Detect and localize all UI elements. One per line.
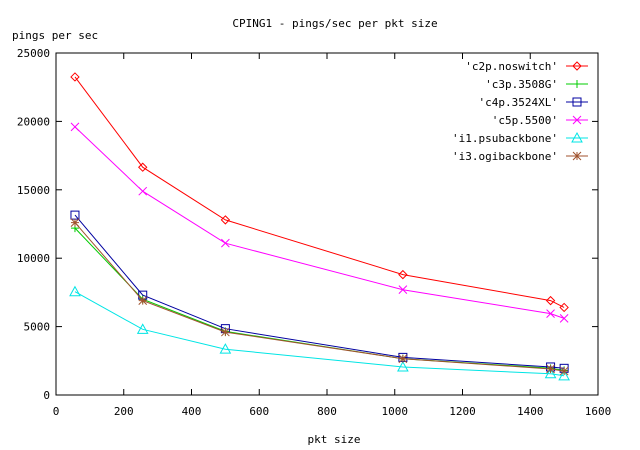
y-tick-label: 10000 [17,252,50,265]
data-point [136,323,149,334]
x-tick-label: 1600 [585,405,612,418]
data-point [221,238,230,248]
data-point [70,72,80,82]
series-1 [70,72,569,313]
legend: 'c2p.noswitch' 'c3p.3508G' 'c4p.3524XL' 'c5… [452,60,588,163]
legend-marker [571,131,583,143]
data-point [558,369,570,381]
legend-entry: 'c3p.3508G' [485,78,588,91]
x-tick-label: 800 [317,405,337,418]
legend-marker [572,115,582,125]
x-axis-label: pkt size [308,433,361,446]
y-axis-label: pings per sec [12,29,98,42]
data-point [544,367,557,379]
legend-marker [572,61,582,71]
series-4 [70,122,569,323]
data-point [221,327,230,337]
x-tick-label: 1400 [517,405,544,418]
data-point [398,354,408,364]
x-tick-label: 1200 [449,405,476,418]
y-tick-label: 5000 [24,321,51,334]
data-point [397,360,409,372]
series-line [74,126,565,319]
data-point [220,215,231,225]
legend-entry: 'i3.ogibackbone' [452,150,588,163]
data-point [138,186,148,196]
legend-entry: 'c2p.noswitch' [465,60,588,73]
chart-title: CPING1 - pings/sec per pkt size [232,17,437,30]
x-tick-label: 0 [53,405,60,418]
y-tick-label: 0 [43,389,50,402]
data-point [398,269,408,280]
legend-marker [572,97,582,107]
data-point [70,122,80,132]
y-tick-label: 20000 [17,115,50,128]
data-point [138,296,148,305]
data-point [219,343,232,354]
legend-label: 'c5p.5500' [492,114,558,127]
legend-label: 'i3.ogibackbone' [452,150,558,163]
axes: 0 200 400 600 800 1000 1200 1400 1600 0 5000 10000 1… [17,47,611,418]
y-tick-label: 15000 [17,184,50,197]
legend-entry: 'c5p.5500' [492,114,588,127]
data-point [70,218,80,227]
legend-label: 'c2p.noswitch' [465,60,558,73]
legend-marker [573,80,581,88]
data-point [398,285,408,295]
x-tick-label: 200 [114,405,134,418]
legend-entry: 'i1.psubackbone' [452,131,588,145]
y-tick-label: 25000 [17,47,50,60]
x-tick-label: 1000 [382,405,409,418]
legend-label: 'c3p.3508G' [485,78,558,91]
data-point [546,309,555,318]
data-point [545,295,556,306]
data-point [559,314,569,323]
x-tick-label: 600 [249,405,269,418]
legend-marker [572,151,582,161]
data-point [138,162,148,172]
series-line [74,291,565,377]
data-point [69,285,81,297]
series-5 [69,285,570,381]
legend-label: 'c4p.3524XL' [479,96,558,109]
series-6 [70,218,569,376]
data-point [546,364,555,374]
x-tick-label: 400 [182,405,202,418]
series-lines [69,72,570,381]
data-point [559,302,569,313]
legend-label: 'i1.psubackbone' [452,132,558,145]
data-point [559,366,569,376]
legend-entry: 'c4p.3524XL' [479,96,588,109]
